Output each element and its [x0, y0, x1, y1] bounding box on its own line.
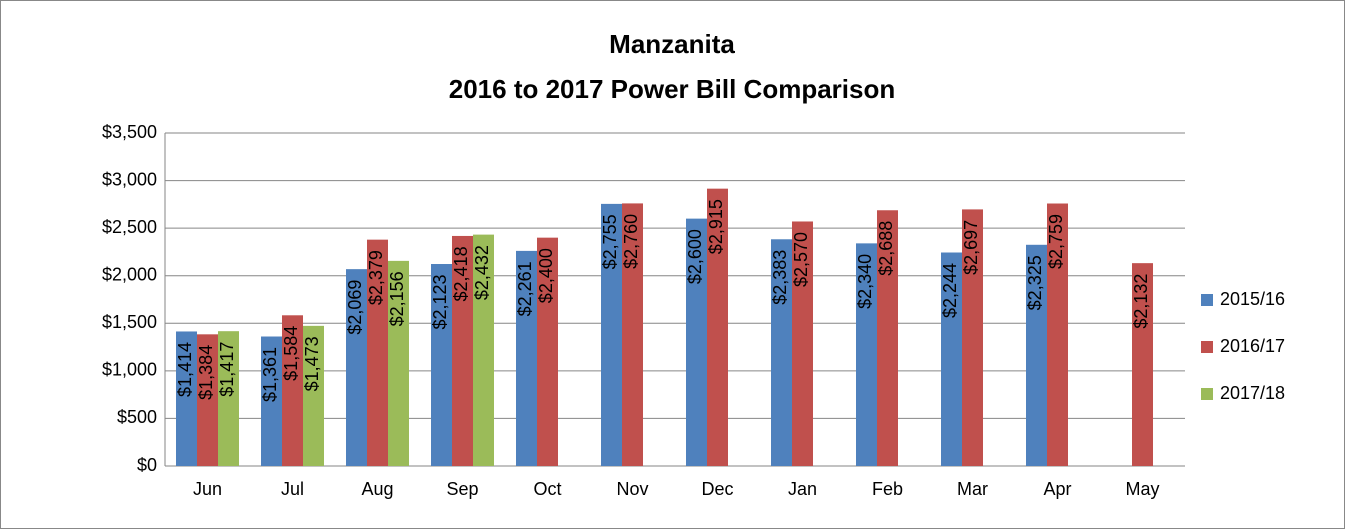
data-label: $2,261	[515, 261, 535, 316]
bar	[771, 239, 792, 466]
bar	[197, 334, 218, 466]
y-tick-label: $3,000	[102, 169, 157, 189]
data-label: $2,755	[600, 214, 620, 269]
x-tick-label: Dec	[701, 479, 733, 499]
bar	[282, 315, 303, 466]
legend-swatch	[1201, 388, 1213, 400]
bar	[622, 203, 643, 467]
bar	[537, 237, 558, 466]
data-label: $2,697	[961, 220, 981, 275]
data-label: $1,473	[302, 336, 322, 391]
data-label: $2,340	[855, 254, 875, 309]
data-label: $2,400	[536, 248, 556, 303]
legend-label: 2016/17	[1220, 336, 1285, 356]
bar	[431, 264, 452, 466]
x-tick-label: May	[1125, 479, 1159, 499]
bar	[941, 252, 962, 466]
bar	[473, 234, 494, 466]
data-label: $2,570	[791, 232, 811, 287]
data-label: $2,600	[685, 229, 705, 284]
x-tick-label: Oct	[533, 479, 561, 499]
bar	[367, 239, 388, 466]
data-label: $1,584	[281, 326, 301, 381]
data-label: $2,383	[770, 250, 790, 305]
data-label: $1,361	[260, 347, 280, 402]
bar	[346, 269, 367, 466]
bar	[877, 210, 898, 466]
legend-swatch	[1201, 341, 1213, 353]
x-tick-label: Jun	[193, 479, 222, 499]
bar	[176, 331, 197, 466]
legend-label: 2015/16	[1220, 289, 1285, 309]
x-tick-label: Jan	[788, 479, 817, 499]
data-label: $2,123	[430, 274, 450, 329]
bar	[1026, 244, 1047, 466]
chart-title: Manzanita	[609, 29, 735, 59]
data-label: $2,156	[387, 271, 407, 326]
chart-subtitle: 2016 to 2017 Power Bill Comparison	[449, 74, 896, 104]
x-tick-label: Aug	[361, 479, 393, 499]
x-tick-label: Feb	[872, 479, 903, 499]
legend-label: 2017/18	[1220, 383, 1285, 403]
x-tick-label: Jul	[281, 479, 304, 499]
bar	[792, 221, 813, 466]
bar	[856, 243, 877, 466]
data-label: $2,244	[940, 263, 960, 318]
data-label: $2,069	[345, 280, 365, 335]
data-label: $1,414	[175, 342, 195, 397]
y-tick-label: $2,500	[102, 217, 157, 237]
data-label: $2,432	[472, 245, 492, 300]
y-tick-label: $500	[117, 407, 157, 427]
bar	[1132, 263, 1153, 466]
y-tick-label: $2,000	[102, 264, 157, 284]
data-label: $1,417	[217, 342, 237, 397]
data-label: $1,384	[196, 345, 216, 400]
bar	[707, 188, 728, 466]
data-label: $2,759	[1046, 214, 1066, 269]
bar	[1047, 203, 1068, 466]
bar	[388, 260, 409, 466]
x-tick-label: Sep	[446, 479, 478, 499]
bar	[261, 336, 282, 466]
bar	[303, 325, 324, 466]
data-label: $2,915	[706, 199, 726, 254]
y-tick-label: $3,500	[102, 122, 157, 142]
y-tick-label: $1,500	[102, 312, 157, 332]
x-tick-label: Apr	[1043, 479, 1071, 499]
data-label: $2,325	[1025, 255, 1045, 310]
y-tick-label: $0	[137, 455, 157, 475]
bar	[452, 235, 473, 466]
data-label: $2,132	[1131, 274, 1151, 329]
x-tick-label: Mar	[957, 479, 988, 499]
legend-swatch	[1201, 294, 1213, 306]
data-label: $2,688	[876, 221, 896, 276]
bar	[218, 331, 239, 466]
y-tick-label: $1,000	[102, 360, 157, 380]
bar	[686, 218, 707, 466]
data-label: $2,760	[621, 214, 641, 269]
x-tick-label: Nov	[616, 479, 648, 499]
data-label: $2,379	[366, 250, 386, 305]
bar	[962, 209, 983, 466]
bar	[601, 203, 622, 467]
bar	[516, 250, 537, 466]
data-label: $2,418	[451, 246, 471, 301]
